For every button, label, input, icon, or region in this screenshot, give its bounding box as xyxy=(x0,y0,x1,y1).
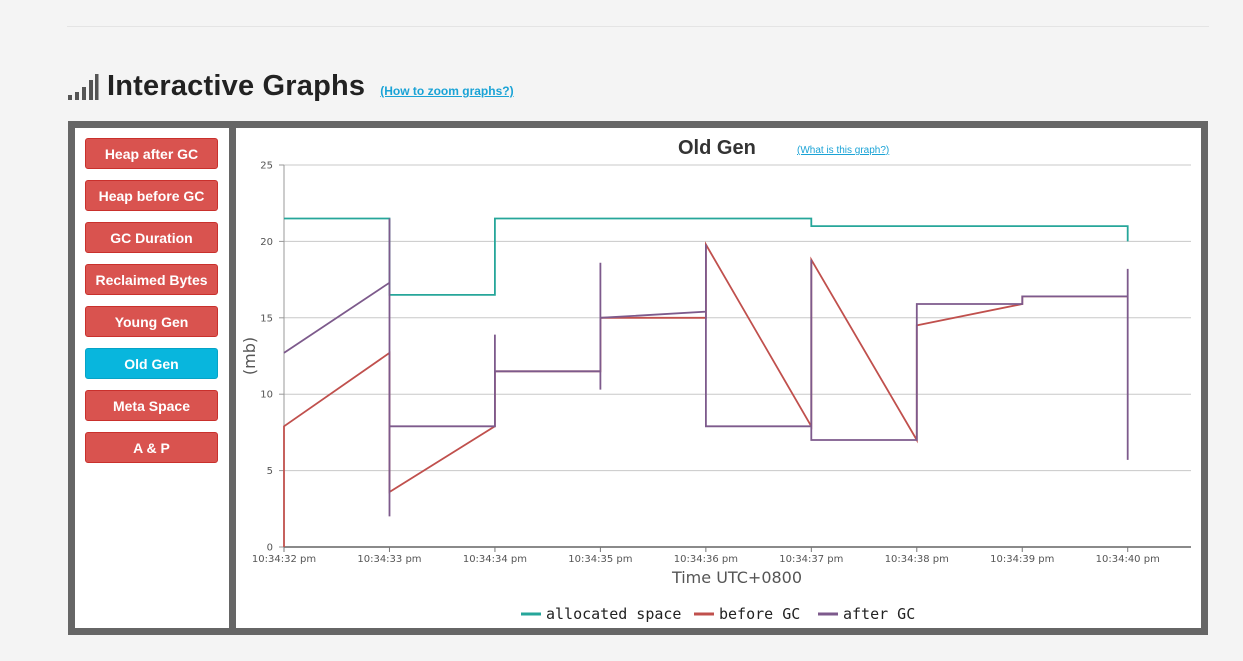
y-tick-label: 15 xyxy=(260,313,273,324)
x-tick-label: 10:34:35 pm xyxy=(568,554,632,565)
heap-before-gc-button[interactable]: Heap before GC xyxy=(85,180,218,211)
meta-space-button[interactable]: Meta Space xyxy=(85,390,218,421)
legend-label-1: before GC xyxy=(719,605,800,623)
chart-title: Old Gen xyxy=(678,137,756,159)
y-tick-label: 20 xyxy=(260,237,273,248)
series-line-2 xyxy=(283,218,1129,517)
legend-label-0: allocated space xyxy=(546,605,681,623)
a-and-p-button[interactable]: A & P xyxy=(85,432,218,463)
reclaimed-bytes-button[interactable]: Reclaimed Bytes xyxy=(85,264,218,295)
chart-panel: 0 5 10 15 20 25 10:34:32 pm 10:34:33 pm 10:34:34… xyxy=(236,128,1201,628)
x-tick-label: 10:34:33 pm xyxy=(357,554,421,565)
y-tick-label: 25 xyxy=(260,161,273,172)
top-divider xyxy=(67,26,1209,27)
young-gen-button[interactable]: Young Gen xyxy=(85,306,218,337)
page-title: Interactive Graphs xyxy=(107,69,366,102)
y-tick-label: 0 xyxy=(267,543,273,554)
x-tick-label: 10:34:40 pm xyxy=(1096,554,1160,565)
old-gen-chart[interactable]: 0 5 10 15 20 25 10:34:32 pm 10:34:33 pm 10:34:34… xyxy=(236,128,1201,628)
section-heading: Interactive Graphs (How to zoom graphs?) xyxy=(67,66,514,106)
y-axis-label: (mb) xyxy=(240,337,259,375)
x-tick-label: 10:34:34 pm xyxy=(463,554,527,565)
graph-selector-sidebar: Heap after GC Heap before GC GC Duration… xyxy=(75,128,229,628)
legend-label-2: after GC xyxy=(843,605,915,623)
heap-after-gc-button[interactable]: Heap after GC xyxy=(85,138,218,169)
old-gen-button[interactable]: Old Gen xyxy=(85,348,218,379)
graphs-frame: Heap after GC Heap before GC GC Duration… xyxy=(68,121,1208,635)
zoom-help-link[interactable]: (How to zoom graphs?) xyxy=(380,84,514,98)
y-tick-label: 5 xyxy=(267,466,273,477)
x-tick-label: 10:34:32 pm xyxy=(252,554,316,565)
graph-help-link[interactable]: (What is this graph?) xyxy=(797,145,890,156)
y-tick-label: 10 xyxy=(260,390,273,401)
signal-bars-icon xyxy=(68,74,99,100)
gc-duration-button[interactable]: GC Duration xyxy=(85,222,218,253)
x-axis-label: Time UTC+0800 xyxy=(671,568,802,587)
x-tick-label: 10:34:38 pm xyxy=(885,554,949,565)
x-tick-label: 10:34:39 pm xyxy=(990,554,1054,565)
x-tick-label: 10:34:36 pm xyxy=(674,554,738,565)
x-tick-label: 10:34:37 pm xyxy=(779,554,843,565)
